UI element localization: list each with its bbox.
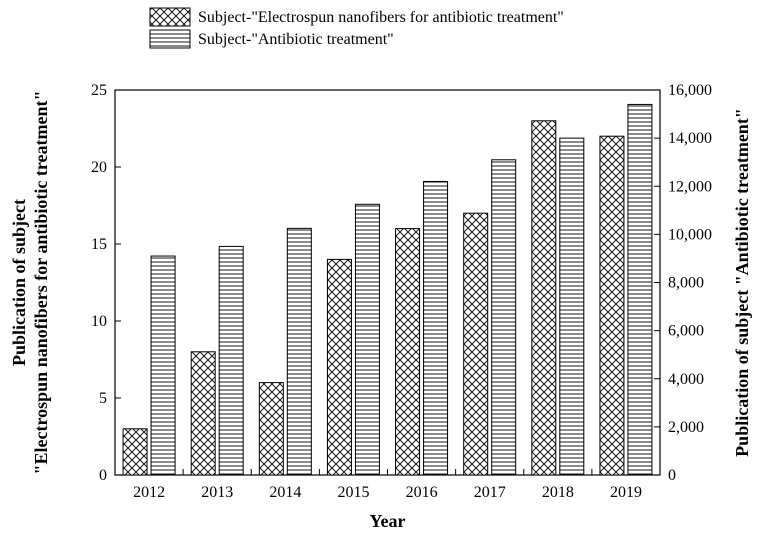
svg-text:15: 15 [91, 236, 107, 253]
svg-text:20: 20 [91, 159, 107, 176]
svg-text:25: 25 [91, 82, 107, 99]
bar-antibiotic-2016 [424, 181, 448, 475]
svg-text:12,000: 12,000 [668, 178, 712, 195]
svg-text:2014: 2014 [269, 484, 301, 501]
bar-antibiotic-2012 [151, 256, 175, 475]
svg-text:0: 0 [668, 467, 676, 484]
svg-text:16,000: 16,000 [668, 82, 712, 99]
svg-text:4,000: 4,000 [668, 371, 704, 388]
svg-text:10: 10 [91, 313, 107, 330]
svg-text:2012: 2012 [133, 484, 165, 501]
svg-text:5: 5 [99, 390, 107, 407]
bar-antibiotic-2015 [355, 204, 379, 475]
legend-label-electrospun: Subject-"Electrospun nanofibers for anti… [198, 9, 564, 26]
bar-electrospun-2017 [464, 213, 488, 475]
legend-label-antibiotic: Subject-"Antibiotic treatment" [198, 31, 394, 48]
bar-antibiotic-2019 [628, 104, 652, 475]
svg-text:2019: 2019 [610, 484, 642, 501]
svg-text:Publication of subject: Publication of subject [9, 199, 29, 366]
chart-svg: 0 5 10 15 20 25 0 2,000 4,000 6,000 8,000 10,000 12,… [0, 0, 765, 551]
bar-electrospun-2013 [191, 352, 215, 475]
svg-text:6,000: 6,000 [668, 323, 704, 340]
bar-antibiotic-2018 [560, 138, 584, 475]
svg-text:14,000: 14,000 [668, 130, 712, 147]
svg-text:Publication of subject "Antibi: Publication of subject "Antibiotic treat… [732, 108, 752, 457]
svg-text:10,000: 10,000 [668, 226, 712, 243]
bar-electrospun-2015 [327, 259, 351, 475]
svg-text:2016: 2016 [406, 484, 438, 501]
svg-text:0: 0 [99, 467, 107, 484]
bar-electrospun-2018 [532, 121, 556, 475]
svg-text:2018: 2018 [542, 484, 574, 501]
publication-chart: 0 5 10 15 20 25 0 2,000 4,000 6,000 8,000 10,000 12,… [0, 0, 765, 551]
svg-text:2013: 2013 [201, 484, 233, 501]
bar-antibiotic-2013 [219, 246, 243, 475]
svg-text:8,000: 8,000 [668, 275, 704, 292]
bar-antibiotic-2014 [287, 228, 311, 475]
svg-text:2015: 2015 [337, 484, 369, 501]
bar-antibiotic-2017 [492, 160, 516, 475]
legend-swatch-electrospun [150, 8, 190, 26]
svg-text:2017: 2017 [474, 484, 506, 501]
bar-electrospun-2012 [123, 429, 147, 475]
svg-text:"Electrospun nanofibers for an: "Electrospun nanofibers for antibiotic t… [31, 91, 51, 475]
bar-electrospun-2014 [259, 383, 283, 475]
svg-text:2,000: 2,000 [668, 419, 704, 436]
bar-electrospun-2016 [396, 229, 420, 475]
svg-text:Year: Year [370, 511, 406, 531]
legend-swatch-antibiotic [150, 30, 190, 48]
bar-electrospun-2019 [600, 136, 624, 475]
